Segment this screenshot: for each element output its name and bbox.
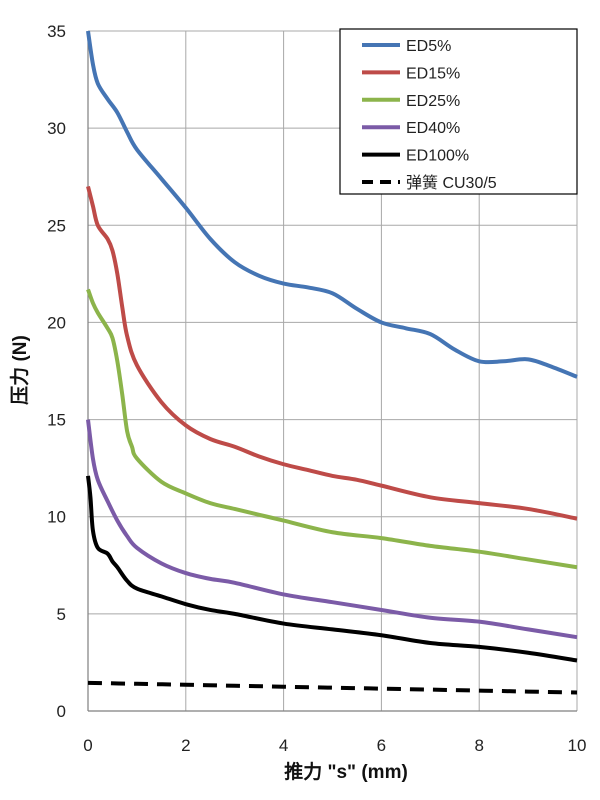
axes (87, 31, 577, 712)
series-line-ed25 (86, 288, 578, 570)
series-line-ed40 (86, 419, 578, 640)
x-tick-label-2: 4 (279, 736, 288, 755)
x-tick-label-0: 0 (83, 736, 92, 755)
legend-label-ed100: ED100% (406, 148, 469, 165)
x-tick-label-1: 2 (181, 736, 190, 755)
y-tick-label-7: 35 (47, 22, 66, 41)
series-line-ed100 (86, 475, 578, 663)
x-tick-label-4: 8 (474, 736, 483, 755)
y-tick-label-4: 20 (47, 313, 66, 332)
legend-label-ed5: ED5% (406, 38, 451, 55)
y-tick-label-0: 0 (57, 702, 66, 721)
legend-box (339, 28, 578, 195)
y-tick-label-3: 15 (47, 411, 66, 430)
series-line-ed15 (86, 185, 578, 521)
legend-label-spring-cu30-5: 弹簧 CU30/5 (406, 173, 497, 192)
x-tick-label-5: 10 (568, 736, 587, 755)
y-tick-label-6: 30 (47, 119, 66, 138)
legend: ED5% ED15% ED25% ED40% ED100% 弹簧 CU30/5 (339, 28, 578, 195)
y-tick-label-1: 5 (57, 605, 66, 624)
tick-labels: 0 2 4 6 8 10 0 5 10 15 20 25 30 35 (47, 22, 586, 755)
y-tick-label-2: 10 (47, 508, 66, 527)
y-axis-title: 压力 (N) (8, 335, 31, 405)
x-tick-label-3: 6 (377, 736, 386, 755)
legend-label-ed40: ED40% (406, 120, 460, 137)
series-line-ed5 (86, 30, 578, 379)
legend-label-ed25: ED25% (406, 93, 460, 110)
x-axis-title: 推力 "s" (mm) (284, 760, 408, 783)
legend-label-ed15: ED15% (406, 65, 460, 82)
y-tick-label-5: 25 (47, 216, 66, 235)
series-lines (86, 30, 578, 695)
